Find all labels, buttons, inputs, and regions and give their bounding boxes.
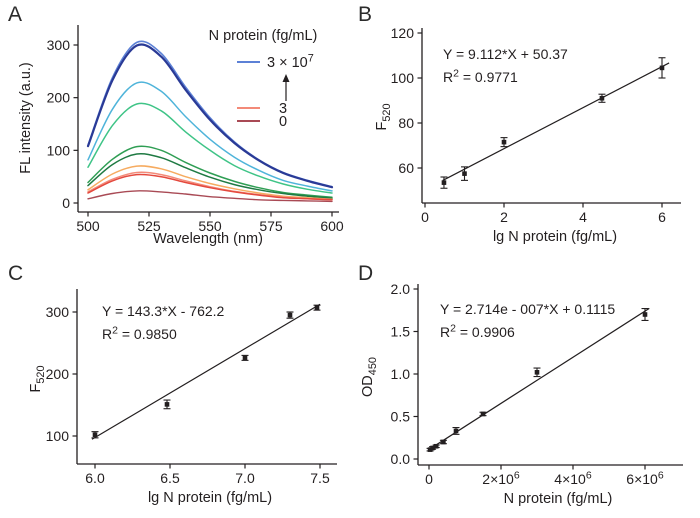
x-tick-label: 575 [259,218,283,234]
data-point [430,445,435,451]
r-squared: R2 = 0.9771 [443,68,518,85]
x-axis-title: N protein (fg/mL) [504,491,613,507]
r-squared: R2 = 0.9906 [440,323,515,340]
y-axis-title: F520 [374,103,393,130]
calibration-chart-f520-log: 0 2 4 6 60 80 100 120 lg N protein (fg/mL) F520 Y … [350,0,700,259]
chart-C-svg: 6.0 6.5 7.0 7.5 100 200 300 lg N protein (fg/mL… [28,289,337,506]
x-tick-label: 500 [76,218,100,234]
fit-equation: Y = 2.714e - 007*X + 0.1115 [440,301,615,317]
chart-D-svg: 0 2×106 4×106 6×106 0.0 0.5 1.0 1.5 2.0 N protein… [360,281,683,507]
y-tick-label: 1.0 [391,366,411,382]
x-tick-label: 0 [421,209,429,225]
fit-equation: Y = 143.3*X - 762.2 [102,303,225,319]
data-point [599,95,605,101]
data-point [462,171,467,176]
x-tick-label: 525 [137,218,161,234]
data-point [501,139,507,145]
panel-a-label: A [8,3,23,26]
spectrum-curve-8 [87,173,333,201]
x-axis-title: lg N protein (fg/mL) [148,490,272,506]
y-tick-label: 300 [46,304,70,320]
chart-A-svg: 500 525 550 575 600 0 100 200 300 Wavelength (nm)… [18,25,344,247]
y-axis-title: FL intensity (a.u.) [18,62,34,173]
y-tick-label: 100 [46,428,70,444]
y-tick-label: 300 [47,37,71,53]
calibration-chart-od450-elisa: 0 2×106 4×106 6×106 0.0 0.5 1.0 1.5 2.0 N protein… [350,259,700,518]
y-tick-label: 0.5 [391,409,411,425]
data-point [480,411,486,417]
y-tick-label: 60 [398,160,414,176]
x-tick-label: 600 [320,218,344,234]
data-point [314,305,320,310]
y-tick-label: 2.0 [391,281,411,297]
panel-b: B 0 2 4 6 60 80 100 120 lg N protein (fg/mL) F520… [350,0,700,259]
x-axis-title: lg N protein (fg/mL) [493,229,617,245]
x-tick-label: 6 [658,209,666,225]
y-tick-label: 1.5 [391,324,411,340]
panel-c: C 6.0 6.5 7.0 7.5 100 200 300 lg N protein (fg/… [0,259,350,518]
data-point [659,65,665,71]
data-point [441,439,446,445]
fluorescence-spectra-chart: 500 525 550 575 600 0 100 200 300 Wavelength (nm)… [0,0,350,259]
legend-entry-label: 0 [279,114,287,130]
y-tick-label: 100 [391,70,415,86]
fit-line [442,62,670,181]
data-point [287,312,293,318]
y-tick-label: 120 [391,25,415,41]
x-tick-label: 6.0 [85,470,105,486]
x-tick-label: 4 [579,209,587,225]
x-tick-label: 6×106 [626,470,664,487]
r-squared: R2 = 0.9850 [102,325,177,342]
data-point [433,443,439,449]
data-point [453,428,459,434]
y-tick-label: 200 [46,366,70,382]
y-tick-label: 80 [398,115,414,131]
data-point [164,402,170,407]
legend-entry-label: 3 [279,101,287,117]
increasing-arrow-head [282,74,290,82]
x-axis-title: Wavelength (nm) [153,231,263,247]
spectrum-curve-2 [87,81,333,192]
x-tick-label: 4×106 [554,470,592,487]
y-tick-label: 0.0 [391,451,411,467]
data-point [534,370,540,375]
spectrum-curve-4 [87,145,333,198]
data-point [242,355,248,361]
panel-d: 0 2×106 4×106 6×106 0.0 0.5 1.0 1.5 2.0 N protein… [350,259,700,518]
x-tick-label: 2×106 [482,470,520,487]
data-point [642,312,648,317]
x-tick-label: 7.5 [310,470,330,486]
x-tick-label: 7.0 [235,470,255,486]
data-point [427,447,433,452]
chart-B-svg: 0 2 4 6 60 80 100 120 lg N protein (fg/mL) F520 Y … [374,25,681,245]
panel-d-label: D [358,262,374,285]
spectrum-curve-9 [87,190,333,203]
spectrum-curve-5 [87,152,333,200]
x-tick-label: 6.5 [160,470,180,486]
calibration-chart-f520-highrange: 6.0 6.5 7.0 7.5 100 200 300 lg N protein (fg/mL… [0,259,350,518]
data-point [441,180,447,185]
y-axis-title: F520 [28,365,47,392]
spectrum-curve-3 [87,102,333,194]
panel-c-label: C [8,262,24,285]
spectrum-curve-1 [86,43,334,189]
fit-line [429,307,650,450]
panel-a: A 500 525 550 575 600 0 100 200 300 Wavelength (n… [0,0,350,259]
legend-title: N protein (fg/mL) [209,28,318,44]
y-tick-label: 200 [47,90,71,106]
spectrum-curve-6 [87,165,333,201]
y-tick-label: 100 [47,142,71,158]
panel-b-label: B [358,3,373,26]
data-point [92,432,98,438]
y-tick-label: 0 [62,195,70,211]
legend-entry-label: 3 × 107 [267,53,314,72]
fit-equation: Y = 9.112*X + 50.37 [443,46,568,62]
x-tick-label: 0 [425,471,433,487]
x-tick-label: 550 [198,218,222,234]
x-tick-label: 2 [500,209,508,225]
y-axis-title: OD450 [360,357,379,397]
fit-line [91,303,321,440]
